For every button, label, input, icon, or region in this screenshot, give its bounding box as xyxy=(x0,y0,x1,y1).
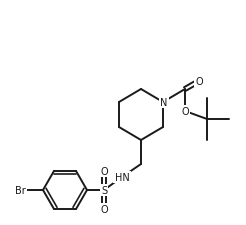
Text: Br: Br xyxy=(15,185,26,195)
Text: S: S xyxy=(101,185,107,195)
Text: HN: HN xyxy=(115,172,129,182)
Text: O: O xyxy=(181,106,189,117)
Text: O: O xyxy=(100,166,108,176)
Text: N: N xyxy=(160,98,168,108)
Text: O: O xyxy=(100,204,108,214)
Text: O: O xyxy=(195,77,203,87)
